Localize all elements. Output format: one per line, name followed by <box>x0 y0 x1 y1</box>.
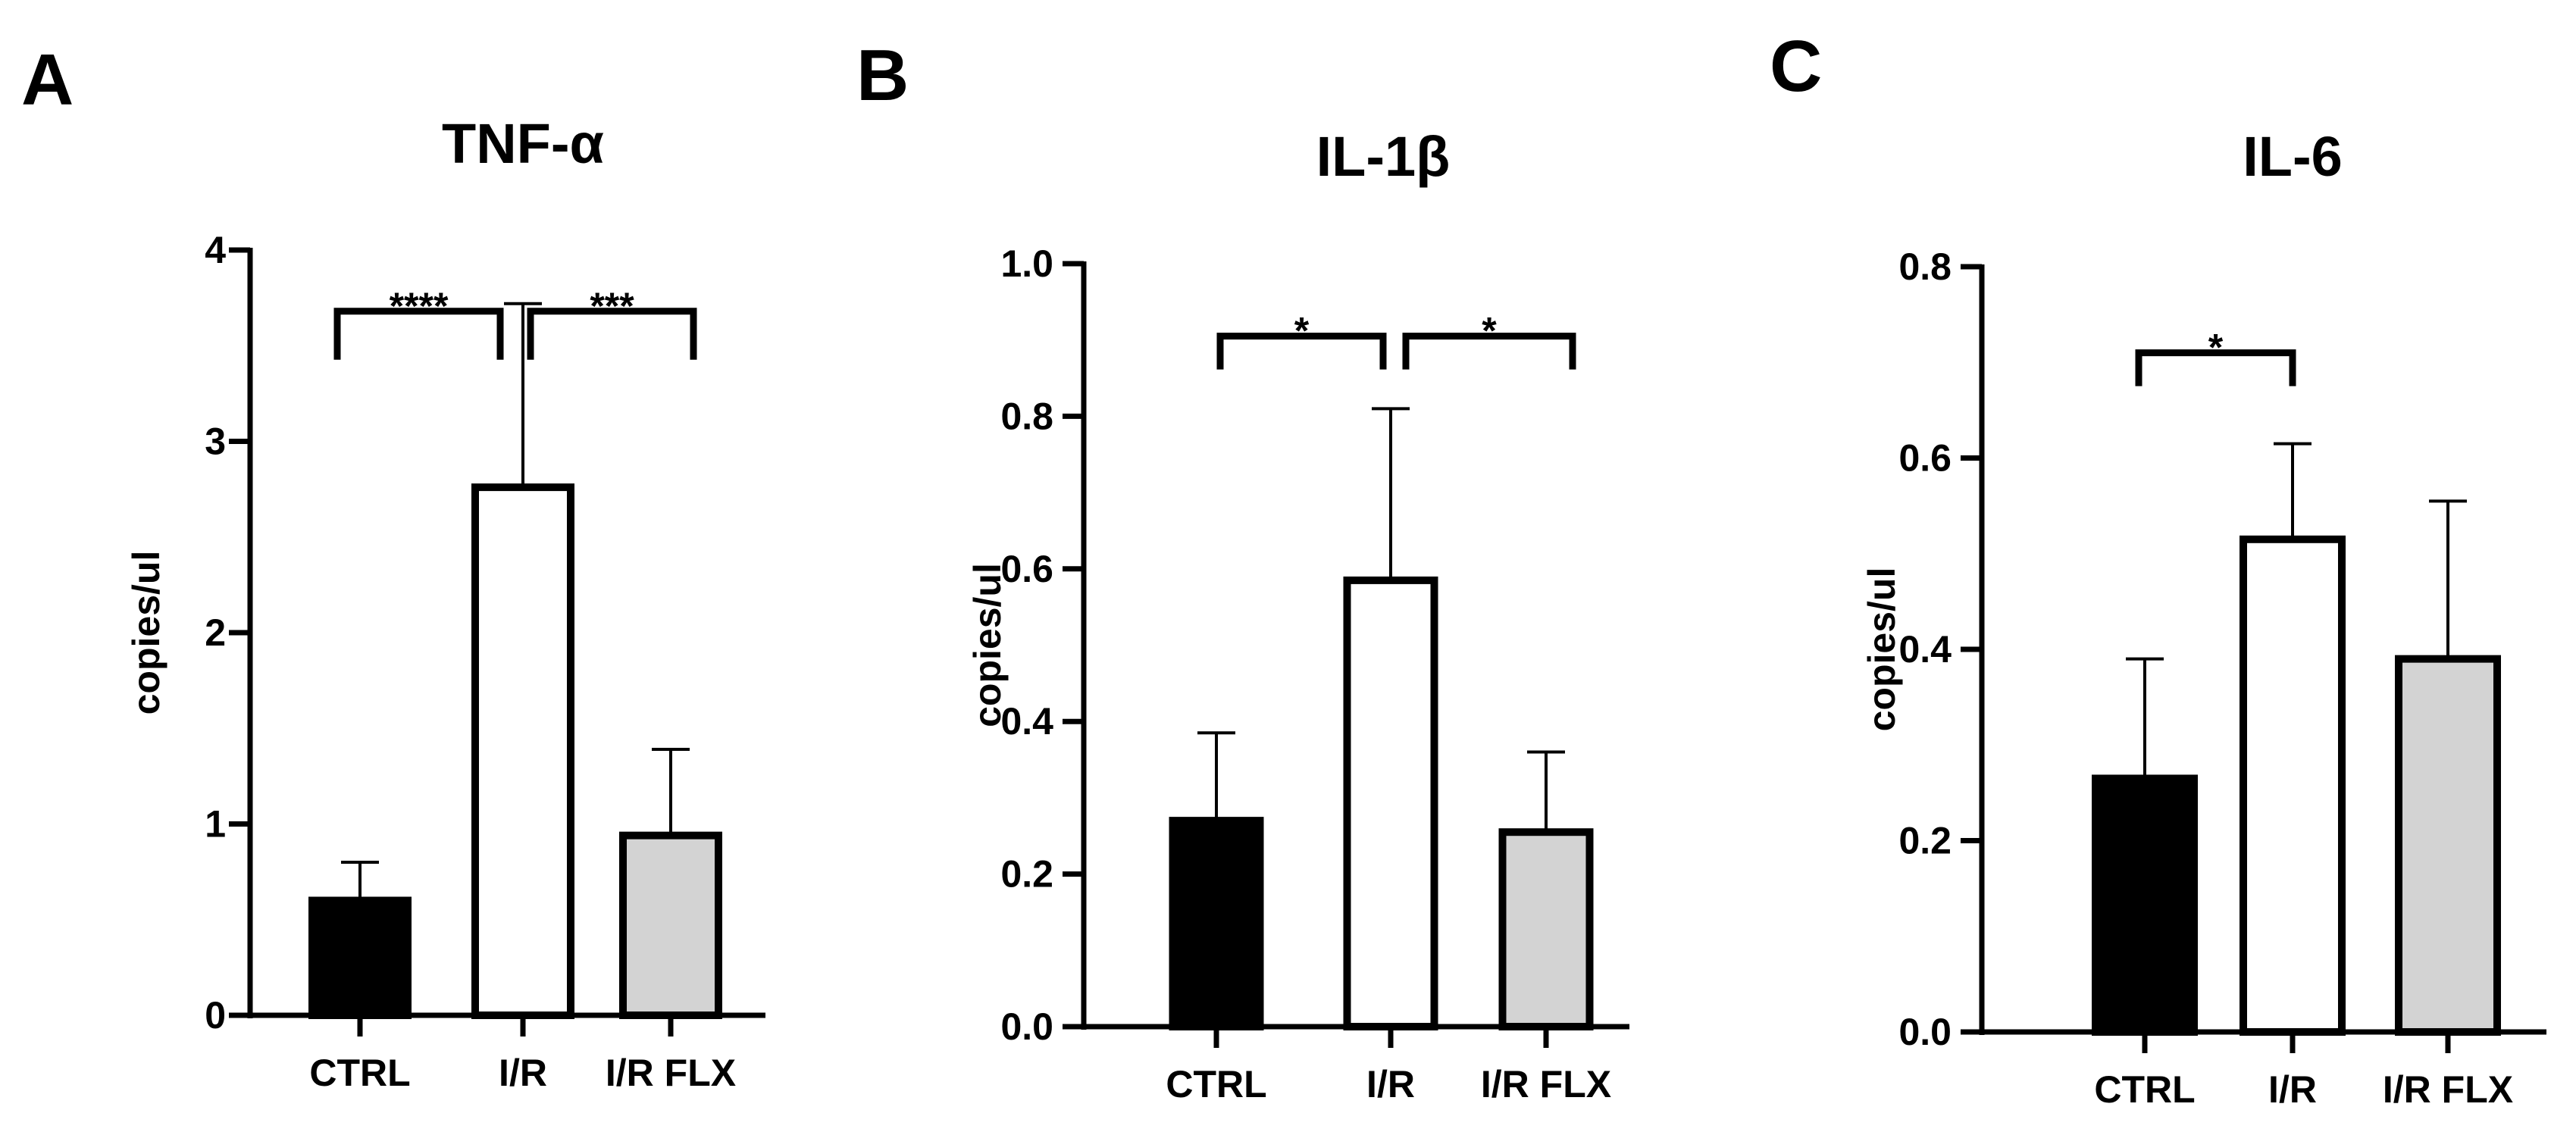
y-tick-label: 0.8 <box>1898 245 1952 288</box>
bar <box>2240 535 2346 1036</box>
y-tick-label: 3 <box>205 421 226 463</box>
y-tick-label: 0.8 <box>1000 395 1053 437</box>
significance-label: * <box>1482 310 1497 352</box>
x-tick-label: CTRL <box>1166 1063 1266 1105</box>
significance-label: *** <box>590 285 634 327</box>
significance-label: * <box>1294 310 1310 352</box>
y-tick-label: 0.0 <box>1898 1011 1952 1053</box>
bar <box>2092 774 2198 1036</box>
bar <box>1169 817 1264 1030</box>
significance-label: * <box>2208 327 2224 369</box>
significance-bracket <box>2135 349 2296 386</box>
chart-title: IL-6 <box>2243 125 2343 188</box>
x-tick-label: I/R <box>1366 1063 1415 1105</box>
y-tick-label: 0.4 <box>1898 628 1952 671</box>
y-tick-label: 0.2 <box>1898 820 1952 862</box>
significance-bracket <box>333 308 504 360</box>
x-tick-label: I/R FLX <box>2383 1068 2513 1111</box>
bar <box>2395 655 2501 1036</box>
y-tick-label: 4 <box>205 229 226 271</box>
y-tick-label: 0.6 <box>1898 437 1952 480</box>
y-tick-label: 0 <box>205 994 226 1037</box>
significance-bracket <box>1402 333 1576 370</box>
y-tick-label: 1 <box>205 803 226 846</box>
y-tick-label: 0.2 <box>1000 853 1053 896</box>
y-tick-label: 0.4 <box>1000 700 1053 743</box>
y-axis-label: copies/ul <box>966 563 1009 727</box>
x-tick-label: I/R <box>2268 1068 2317 1111</box>
chart-title: TNF-α <box>442 112 604 175</box>
y-tick-label: 2 <box>205 611 226 654</box>
panel-b: B IL-1β copies/ul 0.0 0.2 0.4 0.6 0.8 1.0 CTRL I/R… <box>856 35 1629 1105</box>
panel-letter: C <box>1770 26 1822 107</box>
x-tick-label: I/R FLX <box>606 1052 736 1094</box>
y-tick-label: 1.0 <box>1000 242 1053 285</box>
bar <box>471 483 574 1019</box>
y-axis-label: copies/ul <box>1861 568 1903 732</box>
panel-c: C IL-6 copies/ul 0.0 0.2 0.4 0.6 0.8 CTRL I/R I/R … <box>1770 26 2546 1111</box>
y-tick-label: 0.0 <box>1000 1005 1053 1048</box>
bar <box>1498 828 1594 1030</box>
chart-title: IL-1β <box>1316 125 1451 188</box>
significance-bracket <box>527 308 697 360</box>
significance-label: **** <box>390 285 449 327</box>
x-tick-label: CTRL <box>309 1052 410 1094</box>
y-axis-label: copies/ul <box>125 551 167 715</box>
x-tick-label: CTRL <box>2094 1068 2195 1111</box>
bar <box>308 896 412 1019</box>
significance-bracket <box>1216 333 1387 370</box>
x-tick-label: I/R FLX <box>1481 1063 1611 1105</box>
y-tick-label: 0.6 <box>1000 548 1053 590</box>
bar <box>619 831 722 1020</box>
bar <box>1343 576 1438 1030</box>
panel-letter: A <box>21 39 74 120</box>
panel-letter: B <box>856 35 909 116</box>
x-tick-label: I/R <box>499 1052 547 1094</box>
